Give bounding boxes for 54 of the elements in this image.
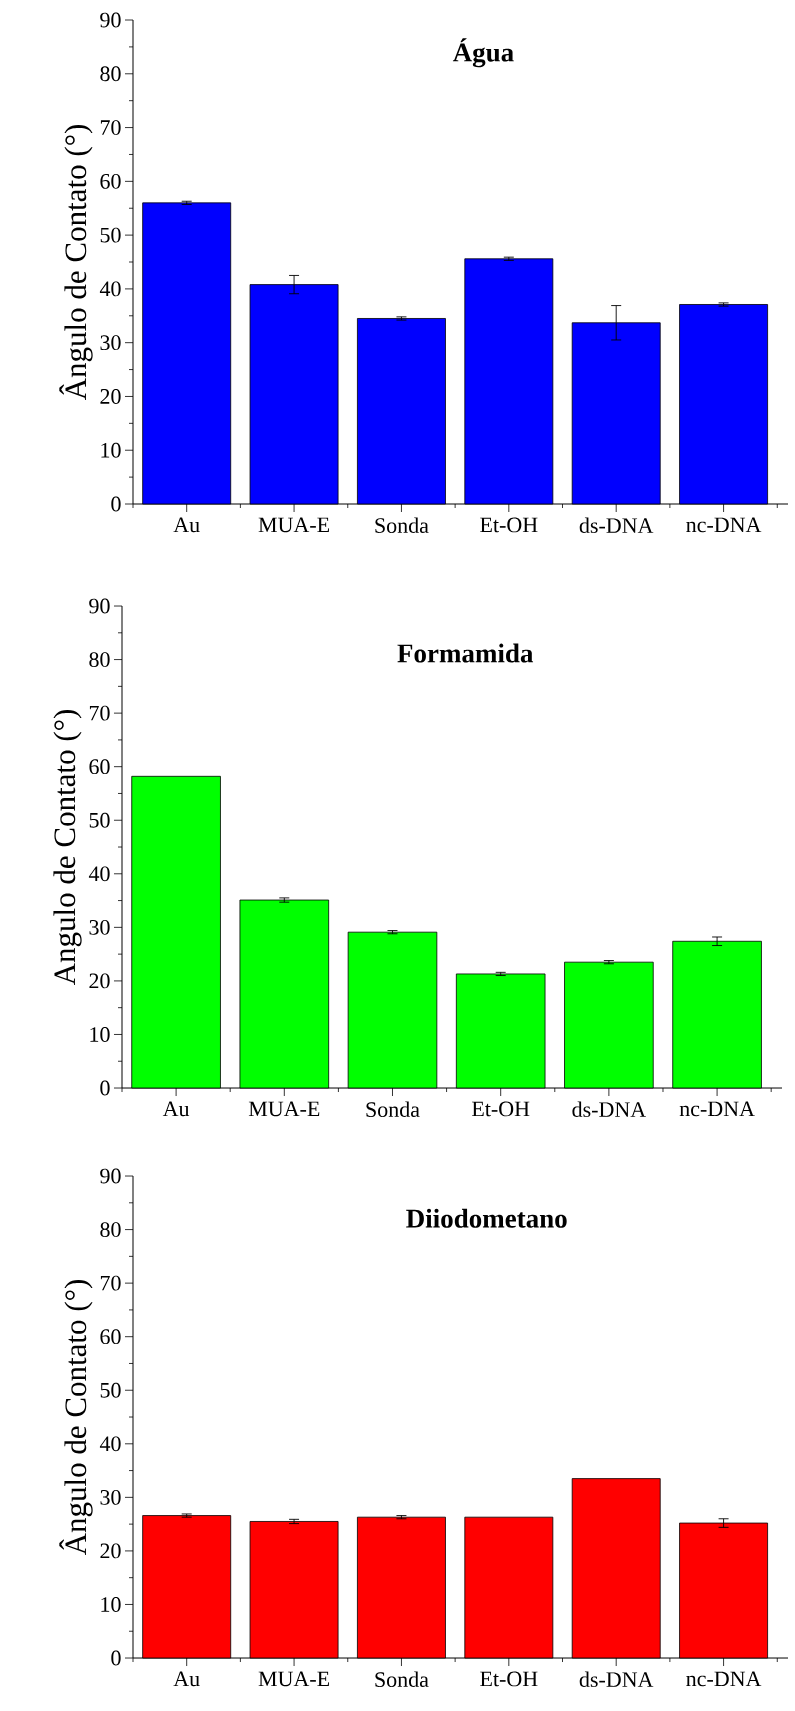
y-axis-title: Angulo de Contato (°) bbox=[53, 709, 82, 986]
y-tick-label: 20 bbox=[100, 1543, 121, 1559]
y-tick-label: 30 bbox=[100, 335, 121, 351]
y-tick-label: 40 bbox=[88, 866, 110, 882]
x-tick-label: Et-OH bbox=[480, 1671, 538, 1687]
text: Formamida bbox=[397, 643, 534, 663]
y-tick-label: 70 bbox=[100, 120, 121, 135]
y-tick-label: 0 bbox=[100, 1080, 110, 1096]
x-tick-label: ds-DNA bbox=[579, 1671, 654, 1688]
y-tick-label: 60 bbox=[100, 1329, 121, 1345]
y-axis-title: Ângulo de Contato (°) bbox=[59, 124, 93, 401]
y-tick-label: 0 bbox=[111, 496, 121, 512]
y-tick-label: 90 bbox=[100, 1168, 121, 1184]
y-tick-label: 50 bbox=[100, 1382, 121, 1398]
y-tick-label: 30 bbox=[89, 919, 110, 935]
y-tick-label: 30 bbox=[100, 1489, 121, 1505]
y-tick-label: 40 bbox=[99, 281, 121, 297]
x-tick-label: Au bbox=[173, 517, 200, 533]
x-tick-label: MUA-E bbox=[258, 1671, 330, 1687]
y-tick-label: 70 bbox=[89, 705, 110, 721]
y-tick-label: 80 bbox=[100, 1222, 121, 1238]
x-tick-label: Sonda bbox=[366, 1101, 420, 1118]
y-tick-label: 90 bbox=[100, 12, 121, 28]
x-tick-label: MUA-E bbox=[258, 517, 330, 533]
y-tick-label: 40 bbox=[99, 1436, 121, 1452]
x-tick-label: Au bbox=[162, 1101, 190, 1117]
y-tick-label: 50 bbox=[89, 812, 110, 828]
y-tick-label: 10 bbox=[101, 1597, 121, 1612]
y-axis-title: Ângulo de Contato (°) bbox=[59, 1280, 93, 1556]
y-tick-label: 10 bbox=[90, 1027, 110, 1042]
y-tick-label: 70 bbox=[100, 1275, 121, 1291]
x-tick-label: nc-DNA bbox=[679, 1101, 755, 1117]
y-tick-label: 20 bbox=[100, 389, 121, 404]
y-tick-label: 20 bbox=[89, 973, 110, 989]
y-tick-label: 80 bbox=[100, 66, 121, 82]
y-tick-label: 0 bbox=[111, 1650, 121, 1666]
x-tick-label: MUA-E bbox=[248, 1101, 320, 1117]
x-tick-label: Au bbox=[173, 1671, 200, 1687]
x-tick-label: ds-DNA bbox=[579, 517, 654, 534]
x-tick-label: Et-OH bbox=[472, 1101, 530, 1117]
text: Água bbox=[452, 38, 514, 68]
y-tick-label: 60 bbox=[89, 759, 110, 775]
x-tick-label: Sonda bbox=[375, 517, 429, 534]
y-tick-label: 90 bbox=[89, 598, 110, 614]
x-tick-label: nc-DNA bbox=[686, 517, 762, 533]
y-tick-label: 50 bbox=[100, 227, 121, 243]
y-tick-label: 60 bbox=[100, 173, 121, 189]
y-tick-label: 10 bbox=[101, 442, 121, 458]
x-tick-label: Sonda bbox=[375, 1671, 429, 1688]
y-tick-label: 80 bbox=[89, 652, 110, 667]
x-tick-label: nc-DNA bbox=[686, 1671, 762, 1687]
text: Diiodometano bbox=[406, 1208, 567, 1228]
x-tick-label: Et-OH bbox=[480, 517, 538, 533]
x-tick-label: ds-DNA bbox=[572, 1101, 646, 1118]
